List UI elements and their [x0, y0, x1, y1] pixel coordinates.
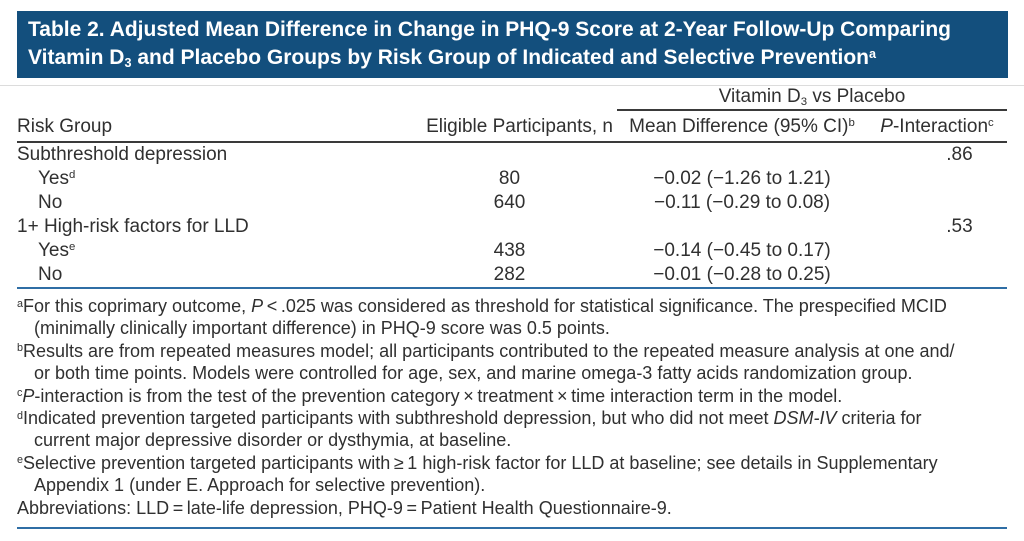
table-body: Subthreshold depression .86 Yesd 80 −0.02 (−… — [17, 142, 1007, 287]
footnote-line: dIndicated prevention targeted participa… — [17, 408, 922, 429]
p-interaction-cell — [867, 263, 1007, 287]
mean-difference-cell — [617, 215, 867, 239]
column-header-p-interaction: P-Interactionc — [867, 110, 1007, 143]
mean-difference-cell — [617, 142, 867, 167]
risk-group-cell: Yese — [38, 240, 76, 261]
table-row: Yese 438 −0.14 (−0.45 to 0.17) — [17, 239, 1007, 263]
footnote-continuation-line: or both time points. Models were control… — [34, 363, 913, 384]
column-header-mean-difference: Mean Difference (95% CI)b — [617, 110, 867, 143]
table-row: Yesd 80 −0.02 (−1.26 to 1.21) — [17, 167, 1007, 191]
risk-group-cell: Yesd — [38, 168, 76, 189]
p-interaction-cell — [867, 167, 1007, 191]
divider-hairline — [0, 85, 1024, 86]
footnote-line: bResults are from repeated measures mode… — [17, 340, 955, 361]
risk-group-cell: No — [38, 192, 63, 213]
table-row: No 282 −0.01 (−0.28 to 0.25) — [17, 263, 1007, 287]
risk-group-cell: No — [38, 264, 63, 285]
table-row: Subthreshold depression .86 — [17, 142, 1007, 167]
risk-group-cell: 1+ High-risk factors for LLD — [17, 216, 249, 237]
risk-group-cell: Subthreshold depression — [17, 144, 228, 165]
footnote-line: eSelective prevention targeted participa… — [17, 452, 938, 473]
table-title-line1: Table 2. Adjusted Mean Difference in Cha… — [28, 18, 951, 41]
footnote-line: aFor this coprimary outcome, P < .025 wa… — [17, 296, 947, 316]
abbreviations-line: Abbreviations: LLD = late-life depressio… — [17, 497, 672, 518]
eligible-participants-cell: 80 — [498, 168, 521, 189]
results-table: Vitamin D3 vs Placebo Risk Group Eligibl… — [17, 84, 1007, 287]
eligible-participants-cell: 438 — [493, 240, 526, 261]
eligible-participants-cell: 640 — [493, 192, 526, 213]
mean-difference-cell: −0.01 (−0.28 to 0.25) — [653, 264, 831, 285]
mean-difference-cell: −0.14 (−0.45 to 0.17) — [653, 240, 831, 261]
eligible-participants-cell — [402, 142, 617, 167]
footnote-continuation-line: (minimally clinically important differen… — [34, 318, 610, 339]
span-header-row: Vitamin D3 vs Placebo — [17, 84, 1007, 111]
p-interaction-cell: .53 — [946, 216, 973, 237]
column-header-risk-group: Risk Group — [17, 110, 402, 143]
p-interaction-cell — [867, 239, 1007, 263]
span-header-spacer — [17, 84, 617, 110]
footnote-continuation-line: current major depressive disorder or dys… — [34, 430, 512, 451]
column-header-row: Risk Group Eligible Participants, n Mean… — [17, 110, 1007, 143]
footnote-line: cP-interaction is from the test of the p… — [17, 385, 843, 406]
table-row: No 640 −0.11 (−0.29 to 0.08) — [17, 191, 1007, 215]
mean-difference-cell: −0.11 (−0.29 to 0.08) — [653, 192, 831, 213]
p-interaction-cell: .86 — [946, 144, 973, 165]
table-title-line2: Vitamin D3 and Placebo Groups by Risk Gr… — [28, 46, 877, 70]
table-title-banner: Table 2. Adjusted Mean Difference in Cha… — [17, 11, 1008, 78]
eligible-participants-cell: 282 — [493, 264, 526, 285]
footnote-continuation-line: Appendix 1 (under E. Approach for select… — [34, 475, 486, 496]
span-header-vitamin-d3-vs-placebo: Vitamin D3 vs Placebo — [617, 84, 1007, 111]
column-header-eligible-participants: Eligible Participants, n — [402, 110, 617, 143]
eligible-participants-cell — [402, 215, 617, 239]
table-row: 1+ High-risk factors for LLD .53 — [17, 215, 1007, 239]
mean-difference-cell: −0.02 (−1.26 to 1.21) — [653, 168, 831, 189]
p-interaction-cell — [867, 191, 1007, 215]
footnotes-list: aFor this coprimary outcome, P < .025 wa… — [17, 295, 1007, 497]
footnotes-section: aFor this coprimary outcome, P < .025 wa… — [17, 287, 1007, 530]
